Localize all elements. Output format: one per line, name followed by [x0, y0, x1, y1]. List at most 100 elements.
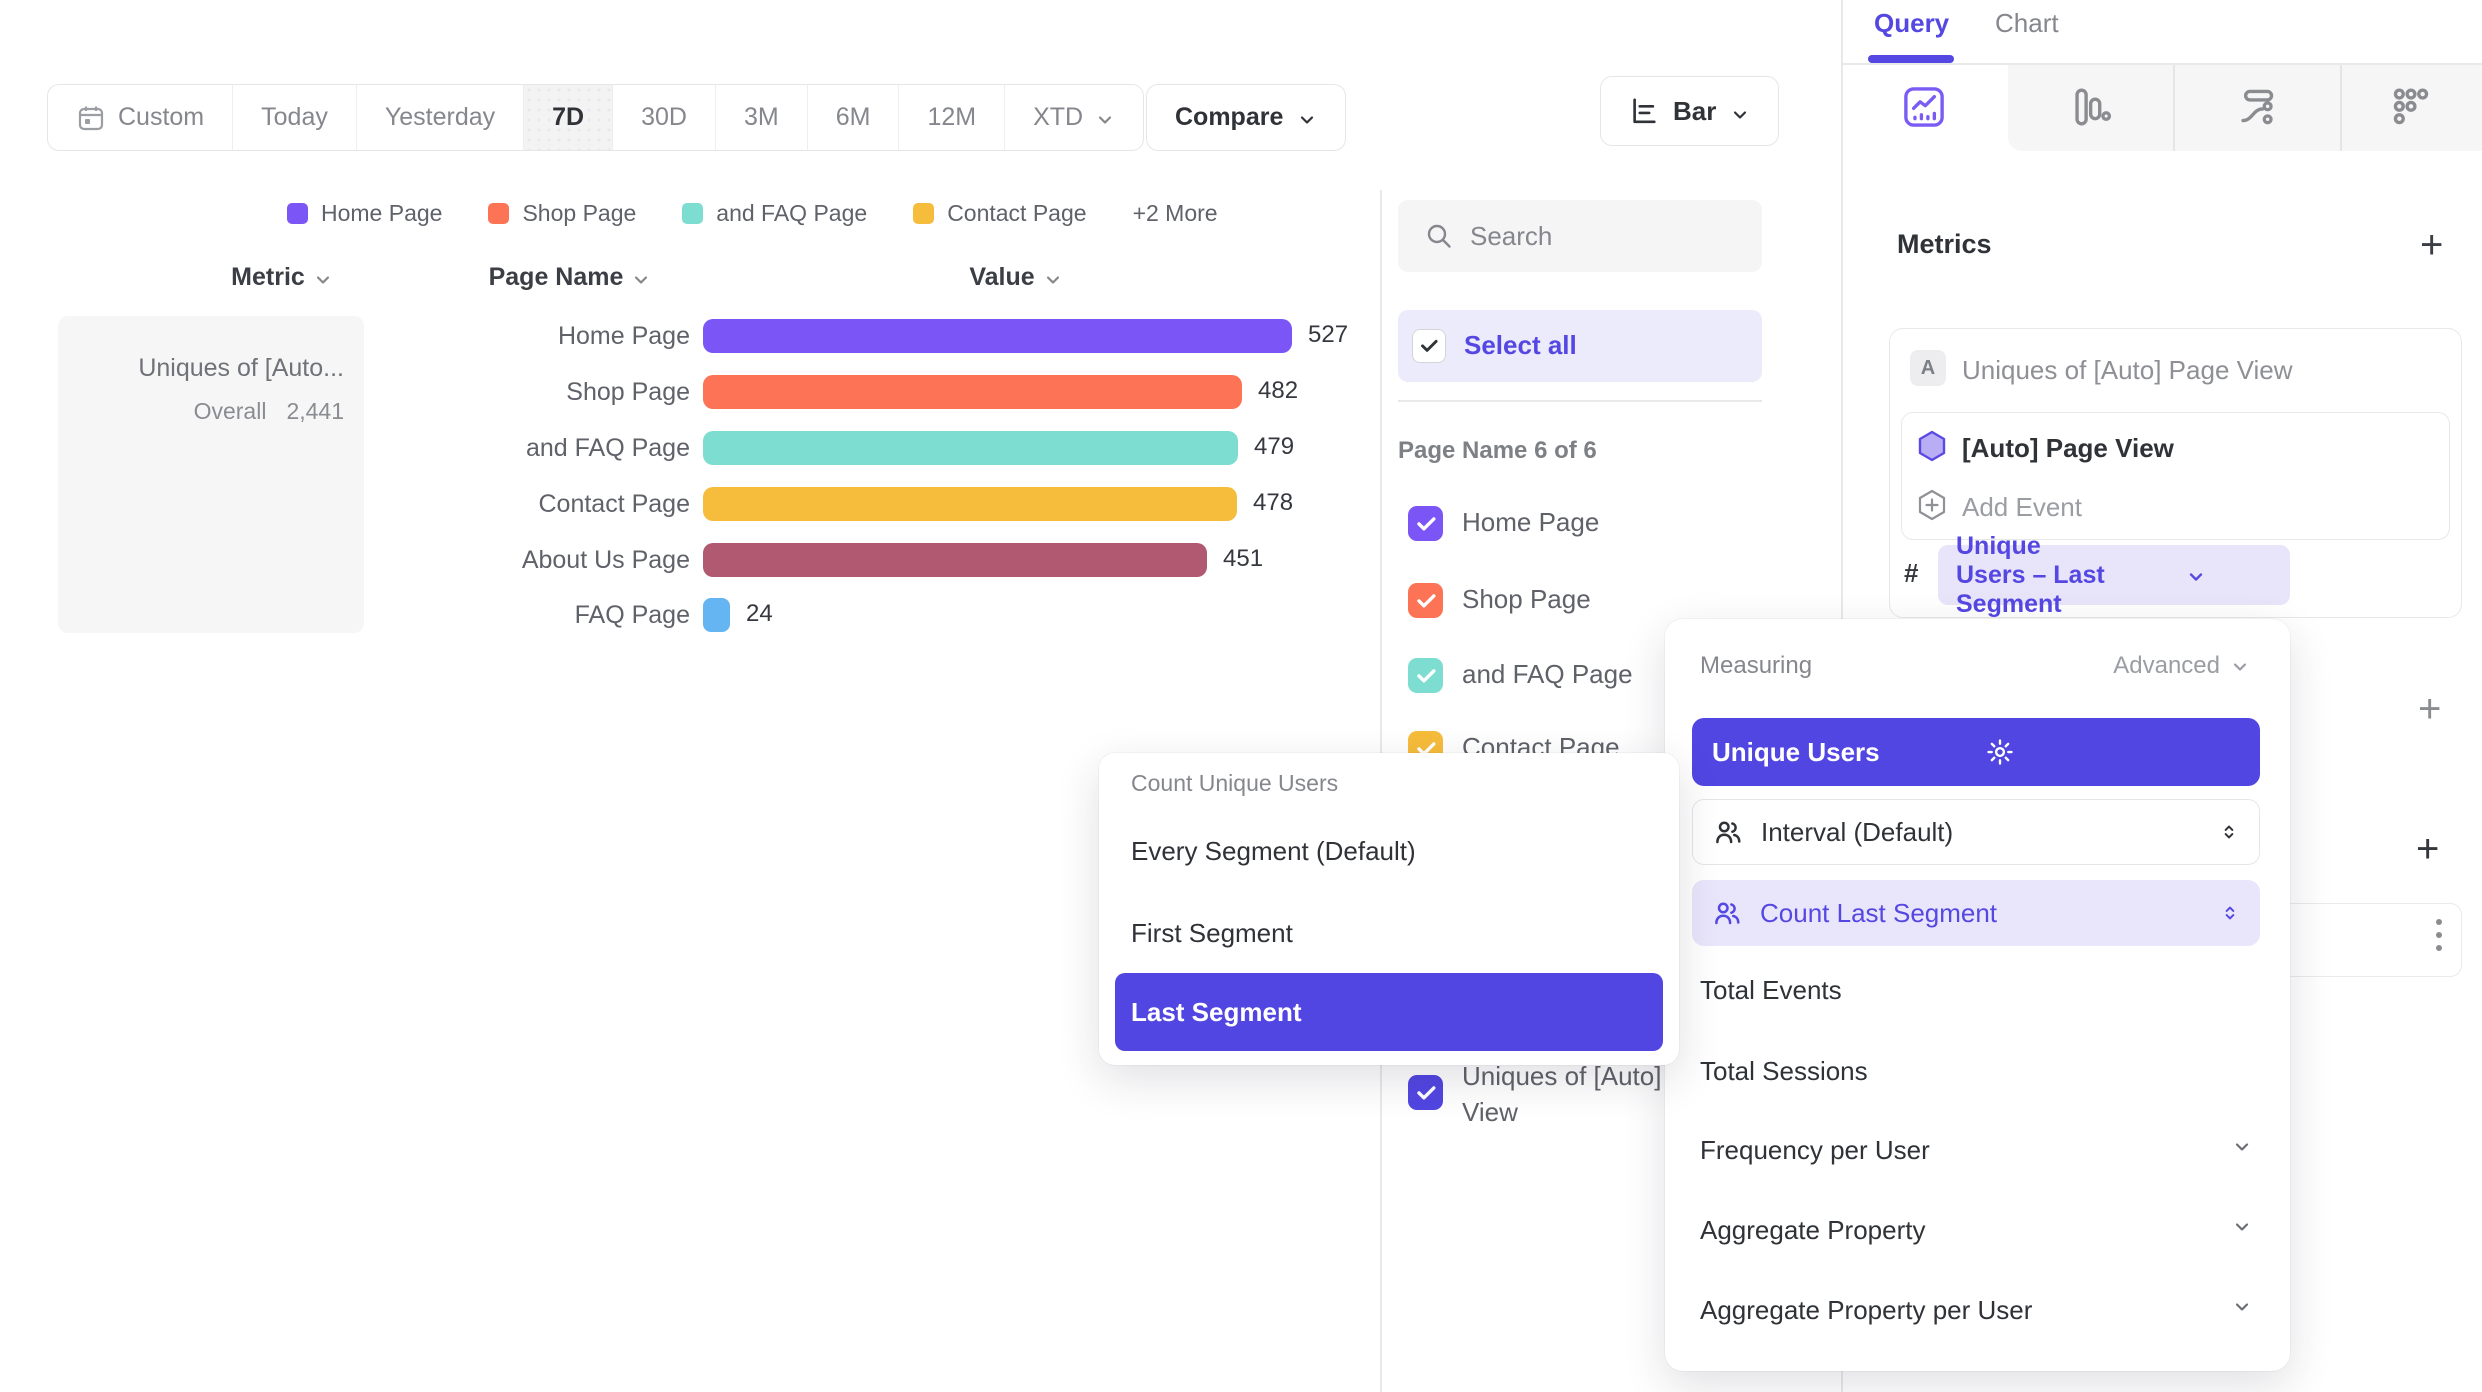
legend-more[interactable]: +2 More — [1132, 200, 1218, 226]
checkbox-shop-page[interactable] — [1408, 583, 1443, 618]
menu-item-last-segment-selected[interactable]: Last Segment — [1115, 973, 1663, 1051]
filter-group-label: Page Name 6 of 6 — [1398, 437, 1597, 464]
check-icon — [1421, 340, 1438, 352]
row-label: FAQ Page — [574, 601, 690, 629]
interval-stepper-row[interactable]: Interval (Default) — [1692, 799, 2260, 865]
menu-item-frequency-per-user[interactable]: Frequency per User — [1700, 1135, 1930, 1165]
menu-item-total-sessions[interactable]: Total Sessions — [1700, 1056, 1868, 1086]
bar-and-faq-page[interactable] — [703, 431, 1238, 465]
stepper-icon[interactable] — [2220, 903, 2240, 923]
legend-item[interactable]: and FAQ Page — [682, 200, 867, 227]
date-range-yesterday[interactable]: Yesterday — [355, 85, 523, 150]
menu-item-total-events[interactable]: Total Events — [1700, 975, 1842, 1005]
bar-value: 451 — [1223, 545, 1264, 572]
add-metric-button[interactable]: + — [2420, 223, 2444, 267]
metric-title: Uniques of [Auto... — [138, 354, 344, 382]
chevron-down-icon — [313, 268, 333, 288]
bar-value: 482 — [1258, 377, 1299, 404]
row-label: Shop Page — [566, 378, 690, 406]
bar-shop-page[interactable] — [703, 375, 1242, 409]
legend-item[interactable]: Home Page — [287, 200, 442, 227]
date-range-7d-selected[interactable]: 7D — [523, 85, 613, 150]
date-range-12m[interactable]: 12M — [898, 85, 1004, 150]
tab-chart[interactable]: Chart — [1995, 8, 2059, 38]
menu-item-aggregate-property[interactable]: Aggregate Property — [1700, 1215, 1926, 1245]
select-all-label: Select all — [1464, 330, 1577, 360]
legend-item[interactable]: Contact Page — [913, 200, 1087, 227]
add-event-icon — [1918, 489, 1946, 521]
search-input[interactable] — [1470, 200, 1750, 272]
legend-item[interactable]: Shop Page — [488, 200, 636, 227]
select-all-row[interactable]: Select all — [1398, 310, 1762, 382]
compare-button[interactable]: Compare — [1146, 84, 1347, 151]
divider — [1398, 400, 1762, 402]
select-all-checkbox[interactable] — [1412, 329, 1446, 363]
date-range-custom[interactable]: Custom — [48, 85, 232, 150]
metric-card-title: Uniques of [Auto] Page View — [1962, 355, 2293, 385]
checkbox-home-page[interactable] — [1408, 506, 1443, 541]
date-range-30d[interactable]: 30D — [612, 85, 715, 150]
bar-home-page[interactable] — [703, 319, 1292, 353]
chart-type-button[interactable]: Bar — [1600, 76, 1780, 146]
column-header-metric[interactable]: Metric — [182, 263, 382, 292]
advanced-toggle[interactable]: Advanced — [2113, 652, 2250, 680]
bar-contact-page[interactable] — [703, 487, 1237, 521]
bar-faq-page[interactable] — [703, 598, 730, 632]
date-range-6m[interactable]: 6M — [806, 85, 899, 150]
check-icon — [1416, 516, 1436, 531]
chevron-down-icon[interactable] — [2232, 1217, 2252, 1237]
calendar-icon — [76, 103, 106, 133]
date-range-3m[interactable]: 3M — [714, 85, 807, 150]
metric-summary-card[interactable]: Uniques of [Auto... Overall 2,441 — [58, 316, 364, 633]
event-label[interactable]: [Auto] Page View — [1962, 433, 2174, 463]
date-range-label: Custom — [118, 103, 205, 131]
funnels-report-tab[interactable] — [2068, 85, 2112, 129]
checkbox-metric-uniques[interactable] — [1408, 1075, 1443, 1110]
count-segment-popup: Count Unique Users Every Segment (Defaul… — [1099, 753, 1679, 1065]
add-breakdown-button[interactable]: + — [2416, 827, 2440, 871]
horizontal-bar-chart-icon — [1629, 96, 1659, 126]
event-card[interactable] — [1901, 412, 2450, 540]
gear-icon[interactable] — [1985, 737, 2238, 767]
insights-icon — [1904, 87, 1944, 127]
row-label: Contact Page — [538, 490, 691, 518]
insights-report-tab[interactable] — [1902, 85, 1946, 129]
filter-item-label[interactable]: Shop Page — [1462, 584, 1591, 614]
bar-value: 478 — [1253, 489, 1294, 516]
bar-about-us-page[interactable] — [703, 543, 1207, 577]
count-last-segment-row[interactable]: Count Last Segment — [1692, 880, 2260, 946]
chevron-down-icon[interactable] — [2232, 1297, 2252, 1317]
date-range-selector: Custom Today Yesterday 7D 30D 3M 6M 12M … — [47, 84, 1145, 151]
date-range-today[interactable]: Today — [232, 85, 356, 150]
divider — [2173, 64, 2175, 151]
kebab-menu-icon[interactable] — [2436, 919, 2442, 951]
filter-item-label[interactable]: Home Page — [1462, 507, 1600, 537]
column-header-value[interactable]: Value — [916, 263, 1116, 292]
menu-item-first-segment[interactable]: First Segment — [1131, 918, 1293, 948]
measure-pill[interactable]: Unique Users – Last Segment — [1938, 532, 2290, 618]
metric-overall: Overall 2,441 — [193, 398, 344, 424]
users-icon — [1712, 898, 1742, 928]
check-icon — [1416, 1085, 1436, 1100]
row-label: Home Page — [557, 322, 690, 350]
measuring-popup: Measuring Advanced Unique Users Interval… — [1665, 619, 2290, 1371]
measure-unique-users-selected[interactable]: Unique Users — [1692, 718, 2260, 786]
retention-report-tab[interactable] — [2389, 85, 2433, 129]
add-filter-button[interactable]: + — [2418, 687, 2442, 731]
chevron-down-icon[interactable] — [2232, 1137, 2252, 1157]
flows-report-tab[interactable] — [2234, 85, 2278, 129]
tab-query[interactable]: Query — [1874, 8, 1950, 38]
chevron-down-icon — [631, 268, 651, 288]
stepper-icon[interactable] — [2219, 822, 2239, 842]
column-header-page-name[interactable]: Page Name — [450, 263, 690, 292]
number-type-symbol: # — [1904, 558, 1919, 588]
chevron-down-icon — [1730, 101, 1750, 121]
add-event-label[interactable]: Add Event — [1962, 492, 2082, 522]
menu-item-aggregate-property-per-user[interactable]: Aggregate Property per User — [1700, 1295, 2033, 1325]
row-label: About Us Page — [521, 546, 690, 574]
date-range-xtd[interactable]: XTD — [1004, 85, 1143, 150]
checkbox-and-faq-page[interactable] — [1408, 658, 1443, 693]
menu-item-every-segment[interactable]: Every Segment (Default) — [1131, 836, 1416, 866]
row-label: and FAQ Page — [525, 434, 690, 462]
filter-item-label[interactable]: and FAQ Page — [1462, 659, 1633, 689]
